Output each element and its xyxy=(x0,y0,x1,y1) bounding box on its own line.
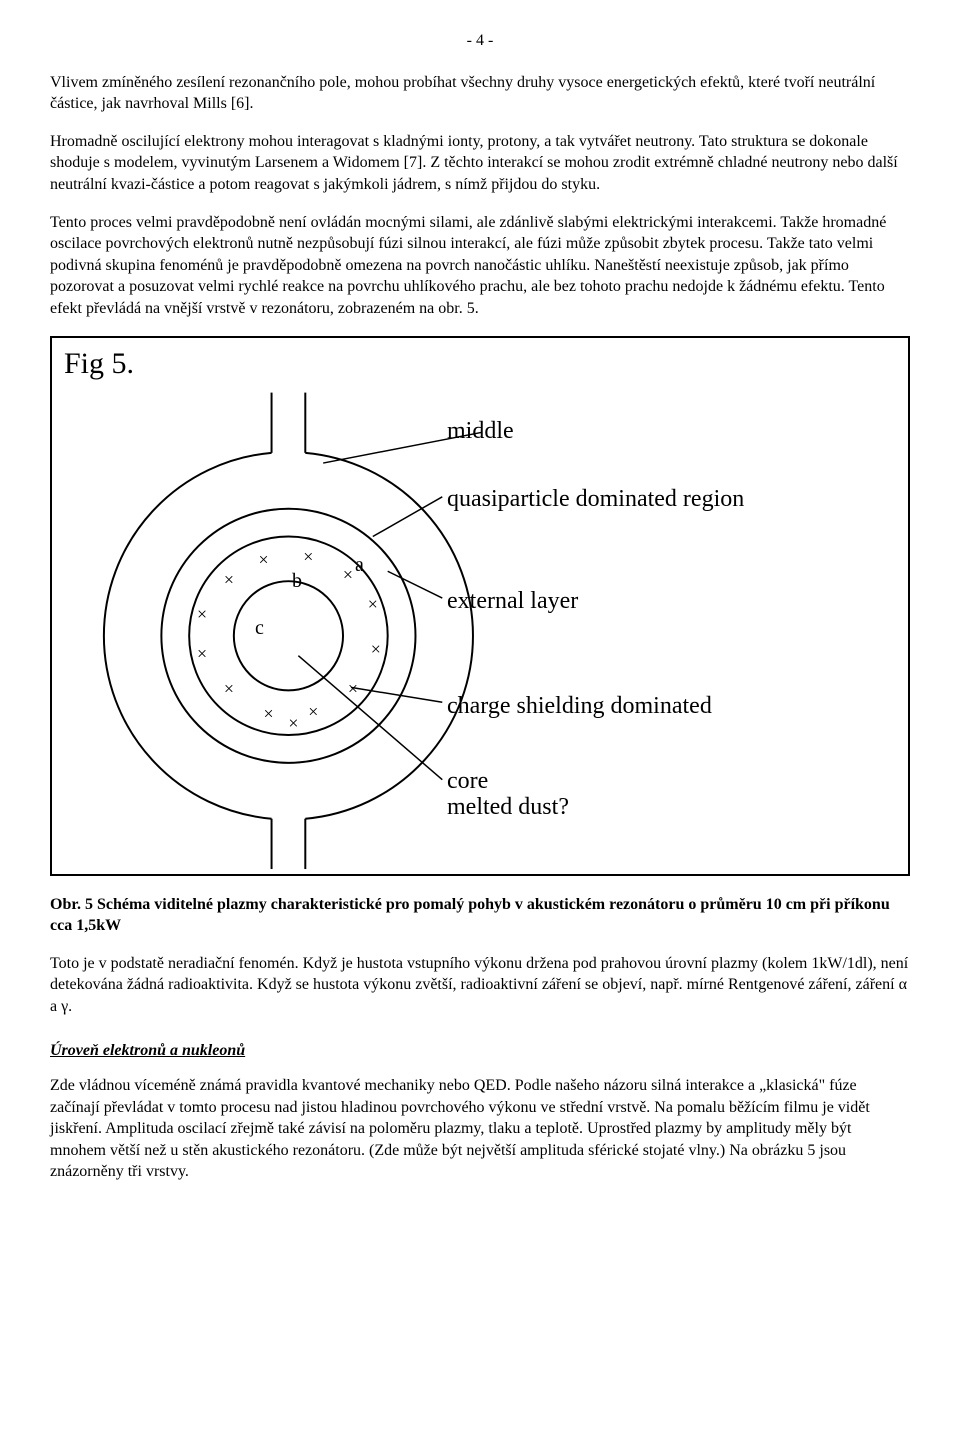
label-quasiparticle: quasiparticle dominated region xyxy=(447,486,744,512)
svg-text:×: × xyxy=(224,569,234,589)
paragraph-4: Toto je v podstatě neradiační fenomén. K… xyxy=(50,953,910,1018)
svg-text:×: × xyxy=(264,703,274,723)
paragraph-1: Vlivem zmíněného zesílení rezonančního p… xyxy=(50,72,910,115)
paragraph-2: Hromadně oscilující elektrony mohou inte… xyxy=(50,131,910,196)
svg-text:×: × xyxy=(368,594,378,614)
ring-label-b: b xyxy=(292,571,302,591)
section-heading: Úroveň elektronů a nukleonů xyxy=(50,1040,910,1062)
page-number: - 4 - xyxy=(50,30,910,52)
svg-text:×: × xyxy=(259,549,269,569)
svg-text:×: × xyxy=(343,564,353,584)
svg-text:×: × xyxy=(371,638,381,658)
label-middle: middle xyxy=(447,418,514,444)
svg-text:×: × xyxy=(288,713,298,733)
svg-text:×: × xyxy=(308,701,318,721)
label-charge-shielding: charge shielding dominated xyxy=(447,693,712,719)
svg-text:×: × xyxy=(224,678,234,698)
ring-label-a: a xyxy=(355,555,364,575)
svg-text:×: × xyxy=(197,643,207,663)
svg-text:×: × xyxy=(303,546,313,566)
paragraph-5: Zde vládnou víceméně známá pravidla kvan… xyxy=(50,1075,910,1183)
label-external-layer: external layer xyxy=(447,588,578,614)
ring-label-c: c xyxy=(255,618,264,638)
figure-5: Fig 5. × × × × × × × xyxy=(50,336,910,876)
label-core: core melted dust? xyxy=(447,768,569,821)
paragraph-3: Tento proces velmi pravděpodobně není ov… xyxy=(50,212,910,320)
svg-text:×: × xyxy=(197,604,207,624)
figure-caption: Obr. 5 Schéma viditelné plazmy charakter… xyxy=(50,894,910,937)
